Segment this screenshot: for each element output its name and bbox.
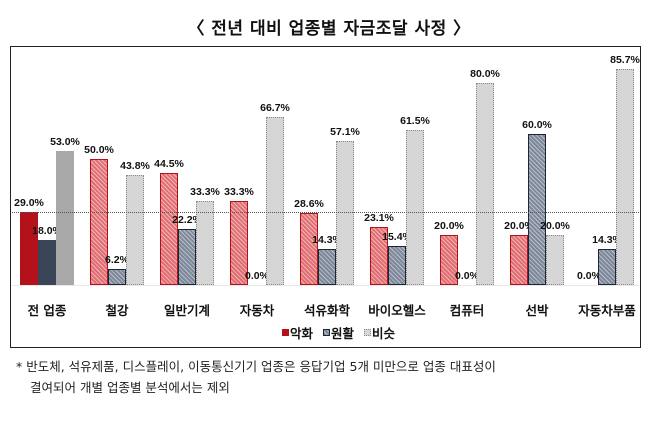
bar-비슷 — [266, 117, 284, 285]
chart-title: 〈 전년 대비 업종별 자금조달 사정 〉 — [187, 19, 471, 39]
value-label: 14.3% — [312, 234, 342, 246]
bar-악화 — [510, 235, 528, 285]
value-label: 29.0% — [14, 197, 44, 209]
value-label: 15.4% — [382, 231, 412, 243]
category-label: 바이오헬스 — [368, 303, 426, 318]
category-label: 컴퓨터 — [449, 303, 485, 318]
value-label: 6.2% — [105, 254, 129, 266]
legend-label: 원활 — [331, 326, 355, 341]
value-label: 85.7% — [610, 54, 640, 66]
bar-비슷 — [126, 175, 144, 285]
value-label: 20.0% — [434, 220, 464, 232]
category-label: 자동차 — [239, 303, 275, 318]
reference-line — [12, 212, 639, 213]
bar-원활 — [108, 269, 126, 285]
bar-비슷 — [56, 151, 74, 285]
value-label: 61.5% — [400, 115, 430, 127]
value-label: 18.0% — [32, 225, 62, 237]
bar-악화 — [160, 173, 178, 285]
value-label: 20.0% — [504, 220, 534, 232]
bar-원활 — [178, 229, 196, 285]
footnote: * 반도체, 석유제품, 디스플레이, 이동통신기기 업종은 응답기업 5개 미… — [16, 356, 646, 398]
value-label: 28.6% — [294, 198, 324, 210]
bar-악화 — [370, 227, 388, 285]
bar-비슷 — [336, 141, 354, 285]
bar-악화 — [440, 235, 458, 285]
legend-item-similar: 비슷 — [364, 323, 395, 342]
bar-원활 — [318, 249, 336, 285]
value-label: 53.0% — [50, 136, 80, 148]
legend-label: 비슷 — [372, 326, 396, 341]
value-label: 14.3% — [592, 234, 622, 246]
value-label: 33.3% — [190, 186, 220, 198]
bar-원활 — [388, 246, 406, 285]
legend: 악화 원활 비슷 — [282, 323, 395, 342]
bar-악화 — [300, 213, 318, 285]
value-label: 0.0% — [245, 270, 269, 282]
value-label: 22.2% — [172, 214, 202, 226]
bar-악화 — [20, 212, 38, 285]
value-label: 66.7% — [260, 102, 290, 114]
category-label: 선박 — [525, 303, 549, 318]
bar-악화 — [90, 159, 108, 285]
bar-원활 — [598, 249, 616, 285]
value-label: 23.1% — [364, 212, 394, 224]
gray-square-icon — [364, 329, 372, 336]
category-label: 석유화학 — [303, 303, 351, 318]
legend-item-worsened: 악화 — [282, 323, 313, 342]
footnote-line-2: 결여되어 개별 업종별 분석에서는 제외 — [30, 380, 230, 395]
category-label: 전 업종 — [27, 303, 67, 318]
value-label: 80.0% — [470, 68, 500, 80]
chart-frame — [10, 46, 641, 348]
value-label: 33.3% — [224, 186, 254, 198]
bar-원활 — [38, 240, 56, 285]
value-label: 0.0% — [577, 270, 601, 282]
bar-원활 — [528, 134, 546, 285]
bar-비슷 — [546, 235, 564, 285]
legend-item-smooth: 원활 — [323, 323, 354, 342]
category-label: 자동차부품 — [578, 303, 636, 318]
bar-비슷 — [616, 69, 634, 285]
slate-square-icon — [323, 329, 331, 336]
category-label: 일반기계 — [163, 303, 211, 318]
value-label: 0.0% — [455, 270, 479, 282]
bar-비슷 — [476, 83, 494, 285]
footnote-line-1: * 반도체, 석유제품, 디스플레이, 이동통신기기 업종은 응답기업 5개 미… — [16, 359, 496, 374]
category-label: 철강 — [105, 303, 129, 318]
bar-비슷 — [196, 201, 214, 285]
red-square-icon — [282, 329, 289, 336]
legend-label: 악화 — [290, 326, 314, 341]
value-label: 44.5% — [154, 158, 184, 170]
value-label: 50.0% — [84, 144, 114, 156]
bar-비슷 — [406, 130, 424, 285]
bar-악화 — [230, 201, 248, 285]
value-label: 20.0% — [540, 220, 570, 232]
value-label: 43.8% — [120, 160, 150, 172]
x-axis-baseline — [12, 285, 639, 286]
value-label: 57.1% — [330, 126, 360, 138]
value-label: 60.0% — [522, 119, 552, 131]
